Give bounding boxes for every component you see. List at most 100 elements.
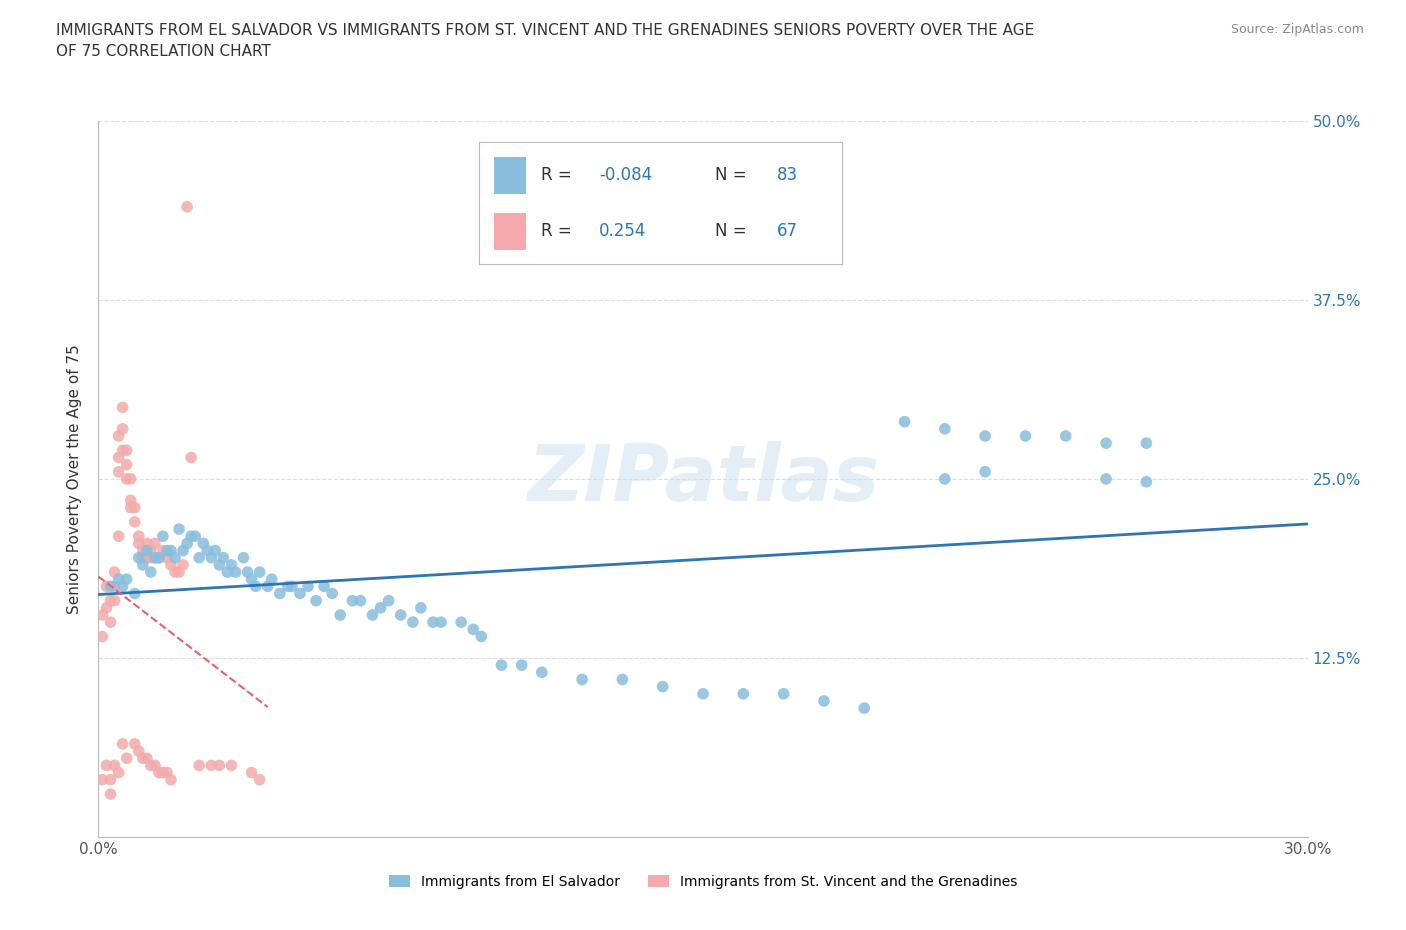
Point: [91, 629, 114, 644]
Text: ZIPatlas: ZIPatlas: [527, 441, 879, 517]
Point: [342, 593, 364, 608]
Point: [132, 543, 155, 558]
Point: [430, 615, 453, 630]
Point: [510, 658, 533, 672]
Point: [934, 421, 956, 436]
Point: [221, 557, 243, 572]
Point: [853, 700, 876, 715]
Point: [107, 429, 129, 444]
Point: [249, 772, 271, 787]
Point: [221, 758, 243, 773]
Point: [139, 551, 162, 565]
Point: [107, 464, 129, 479]
Point: [463, 622, 485, 637]
Point: [651, 679, 673, 694]
Point: [120, 472, 142, 486]
Point: [184, 529, 207, 544]
Point: [124, 514, 146, 529]
Point: [156, 551, 179, 565]
Point: [148, 765, 170, 780]
Point: [128, 536, 150, 551]
Point: [111, 443, 134, 458]
Text: Source: ZipAtlas.com: Source: ZipAtlas.com: [1230, 23, 1364, 36]
Point: [100, 787, 122, 802]
Point: [893, 414, 915, 429]
Point: [491, 658, 513, 672]
Point: [124, 737, 146, 751]
Point: [188, 551, 211, 565]
Point: [120, 500, 142, 515]
Point: [115, 443, 138, 458]
Point: [96, 758, 118, 773]
Point: [124, 500, 146, 515]
Point: [111, 737, 134, 751]
Point: [160, 772, 183, 787]
Point: [180, 529, 202, 544]
Point: [217, 565, 239, 579]
Point: [260, 572, 283, 587]
Point: [176, 536, 198, 551]
Point: [571, 672, 593, 687]
Point: [143, 536, 166, 551]
Point: [212, 551, 235, 565]
Point: [245, 578, 267, 594]
Point: [314, 578, 336, 594]
Point: [128, 744, 150, 759]
Point: [100, 615, 122, 630]
Point: [103, 593, 125, 608]
Point: [200, 758, 222, 773]
Point: [288, 586, 311, 601]
Point: [269, 586, 291, 601]
Point: [349, 593, 371, 608]
Point: [240, 765, 263, 780]
Point: [772, 686, 794, 701]
Point: [115, 458, 138, 472]
Point: [1095, 472, 1118, 486]
Point: [329, 607, 352, 622]
Point: [115, 572, 138, 587]
Point: [96, 578, 118, 594]
Point: [1095, 435, 1118, 450]
Point: [100, 772, 122, 787]
Point: [1135, 474, 1157, 489]
Point: [167, 522, 190, 537]
Point: [135, 543, 157, 558]
Point: [111, 421, 134, 436]
Point: [111, 578, 134, 594]
Point: [107, 450, 129, 465]
Point: [103, 578, 125, 594]
Point: [135, 751, 157, 765]
Point: [256, 578, 278, 594]
Point: [297, 578, 319, 594]
Point: [180, 450, 202, 465]
Point: [402, 615, 425, 630]
Point: [409, 601, 432, 616]
Point: [176, 199, 198, 214]
Point: [208, 758, 231, 773]
Point: [232, 551, 254, 565]
Legend: Immigrants from El Salvador, Immigrants from St. Vincent and the Grenadines: Immigrants from El Salvador, Immigrants …: [384, 870, 1022, 895]
Point: [139, 565, 162, 579]
Point: [163, 565, 186, 579]
Point: [172, 543, 194, 558]
Point: [143, 758, 166, 773]
Point: [249, 565, 271, 579]
Point: [204, 543, 226, 558]
Point: [224, 565, 246, 579]
Point: [132, 751, 155, 765]
Point: [733, 686, 755, 701]
Point: [160, 543, 183, 558]
Point: [115, 472, 138, 486]
Point: [128, 551, 150, 565]
Point: [1054, 429, 1077, 444]
Point: [152, 529, 174, 544]
Point: [813, 694, 835, 709]
Point: [377, 593, 399, 608]
Point: [277, 578, 299, 594]
Point: [132, 557, 155, 572]
Point: [422, 615, 444, 630]
Point: [124, 586, 146, 601]
Point: [172, 557, 194, 572]
Point: [974, 464, 997, 479]
Point: [450, 615, 472, 630]
